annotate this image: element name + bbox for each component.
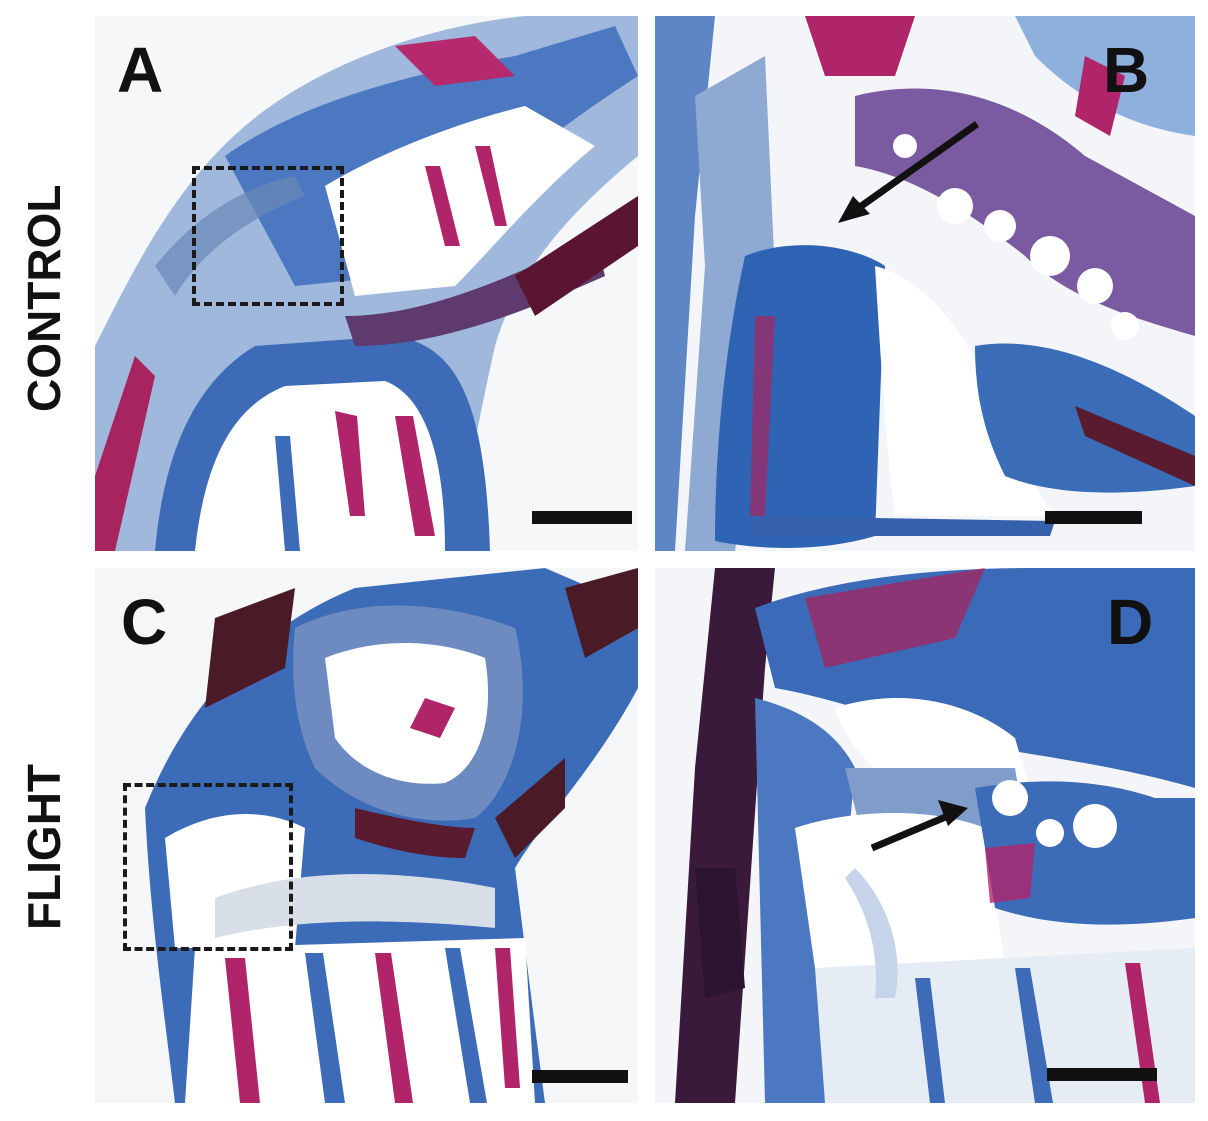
panel-c-micrograph: C xyxy=(95,568,638,1103)
row-label-control: CONTROL xyxy=(18,184,70,412)
panel-c-tissue-image xyxy=(95,568,638,1103)
panel-d-micrograph: D xyxy=(655,568,1195,1103)
scale-bar-b xyxy=(1045,511,1142,524)
panel-b-tissue-image xyxy=(655,16,1195,551)
panel-a-micrograph: A xyxy=(95,16,638,551)
zoom-region-box-c xyxy=(123,783,293,951)
scale-bar-c xyxy=(532,1070,628,1083)
scale-bar-d-visible xyxy=(1047,1068,1157,1081)
panel-letter-c: C xyxy=(121,586,168,658)
panel-letter-a: A xyxy=(117,34,164,106)
row-label-flight: FLIGHT xyxy=(18,763,70,931)
scale-bar-a xyxy=(532,511,632,524)
panel-b-micrograph: B xyxy=(655,16,1195,551)
panel-letter-d: D xyxy=(1107,586,1154,658)
panel-letter-b: B xyxy=(1103,34,1150,106)
panel-d-tissue-image xyxy=(655,568,1195,1103)
panel-a-tissue-image xyxy=(95,16,638,551)
zoom-region-box-a xyxy=(192,166,344,306)
